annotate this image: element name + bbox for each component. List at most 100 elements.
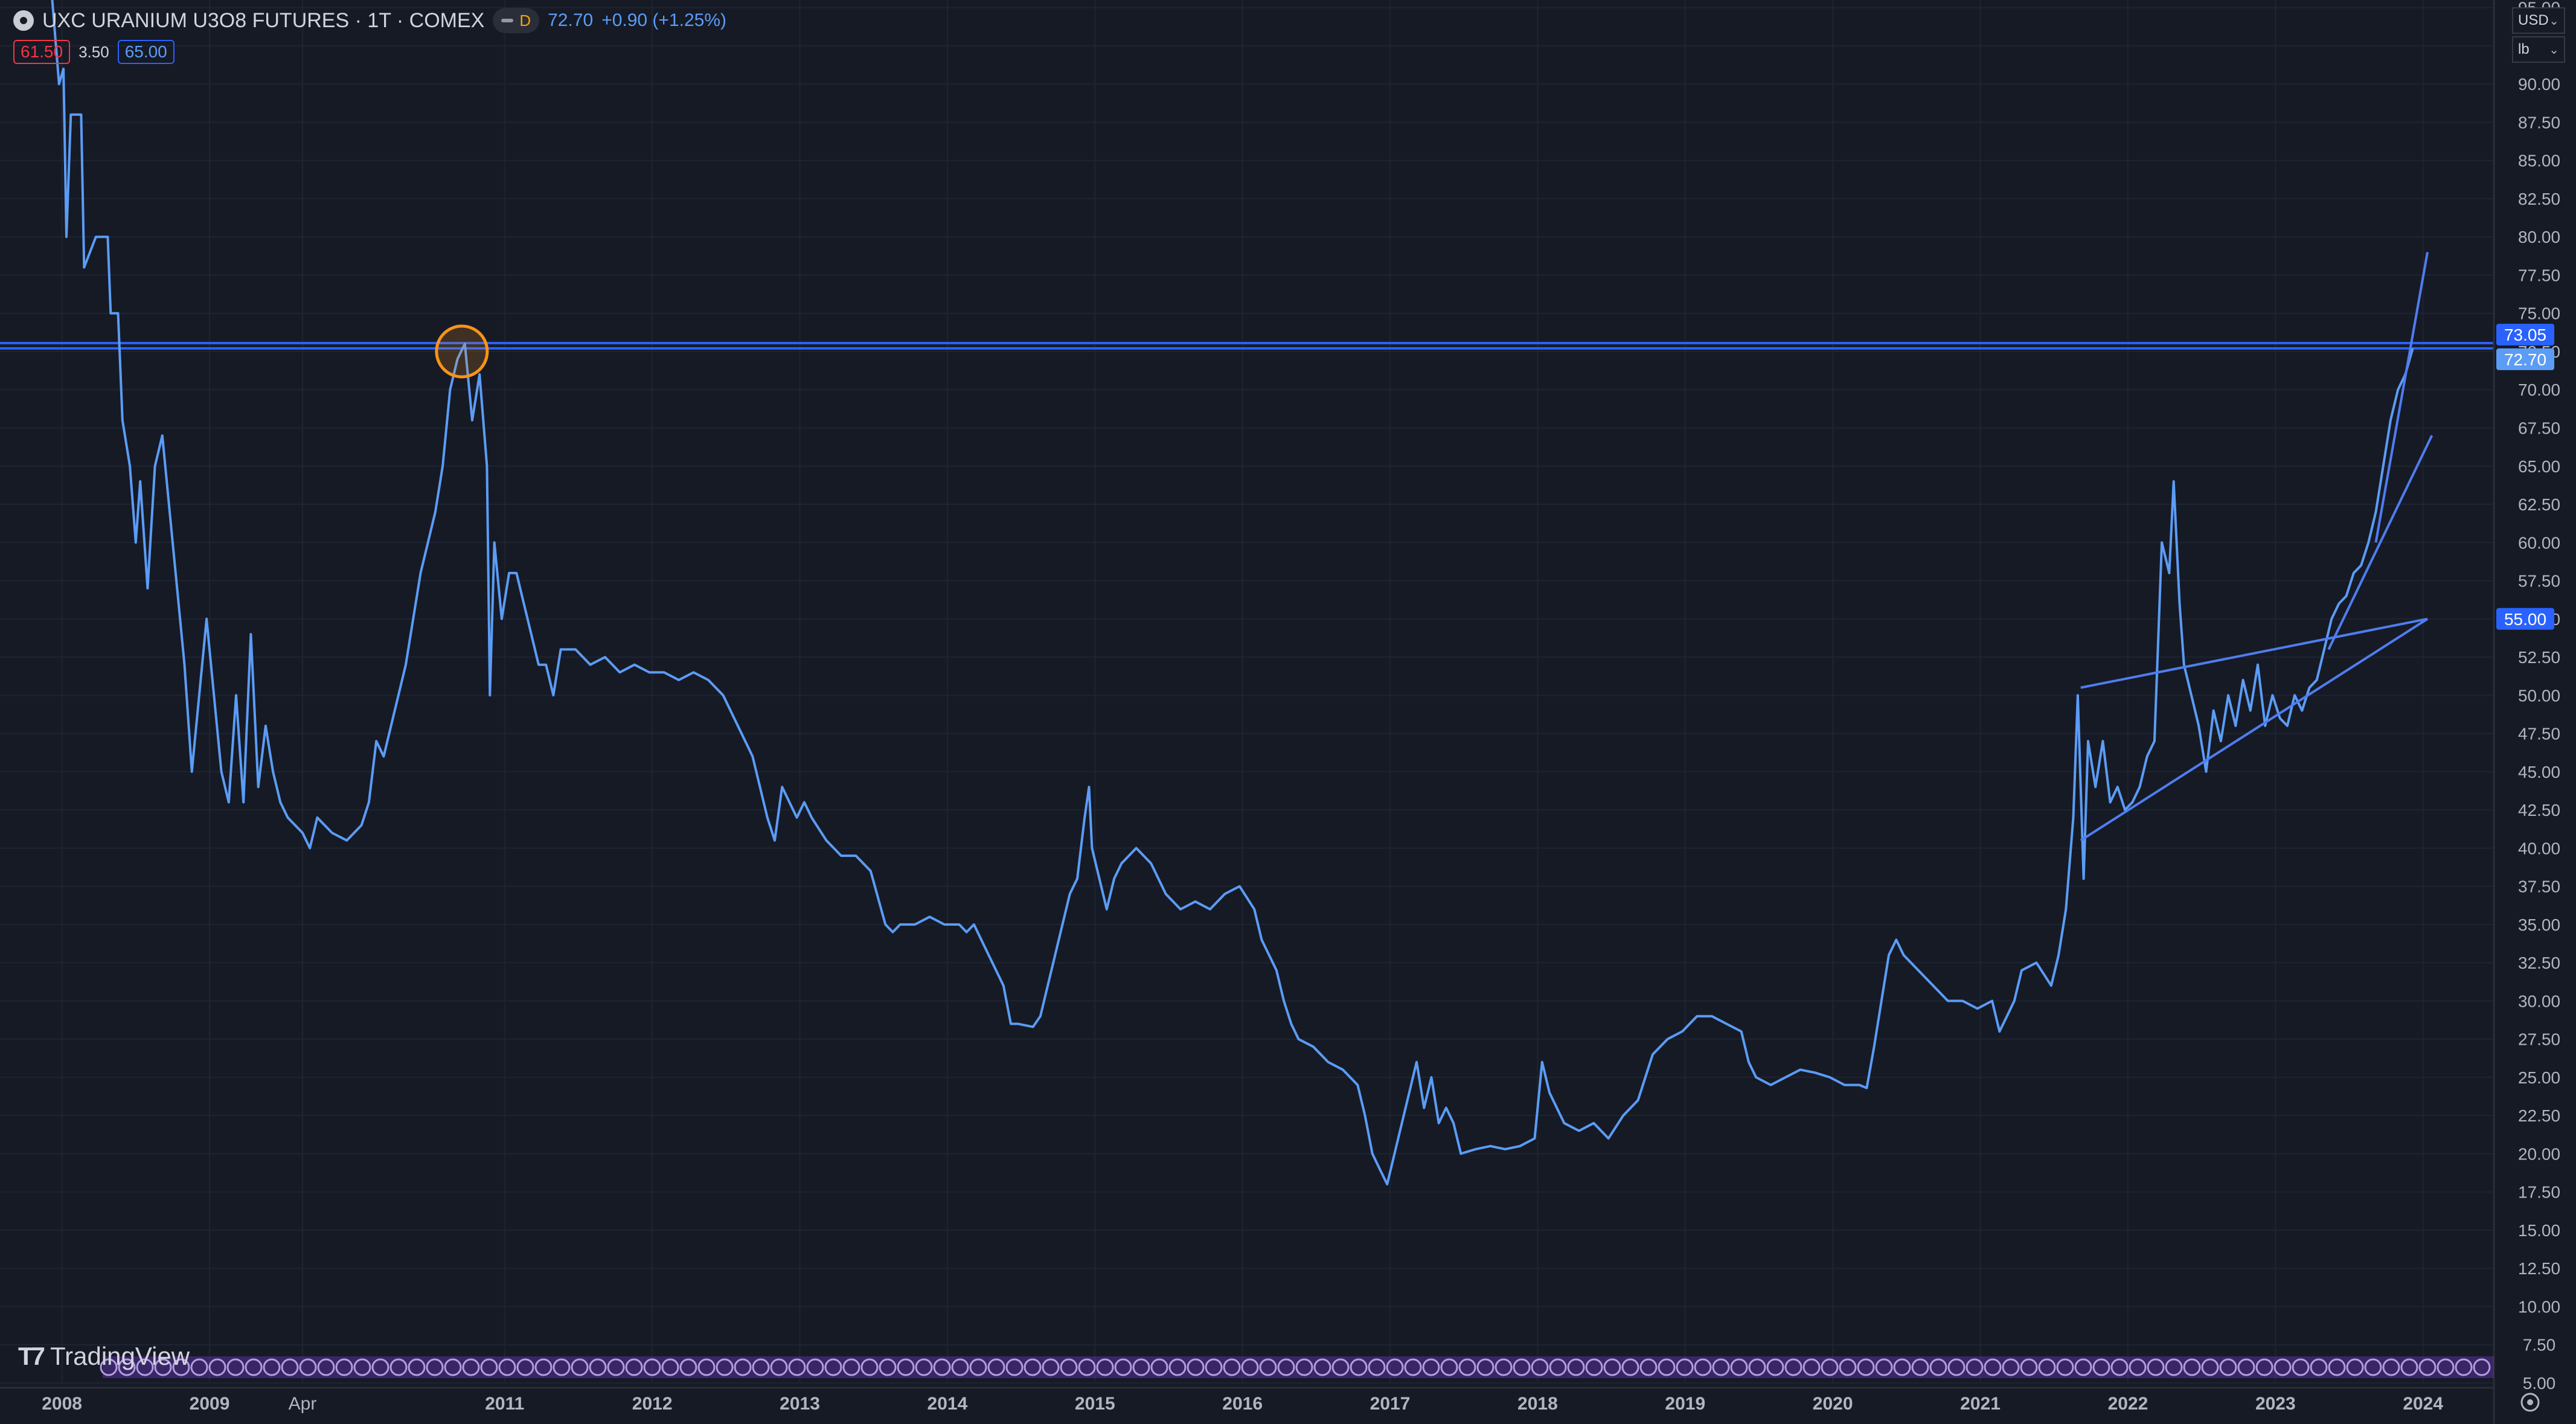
event-marker[interactable]	[1766, 1358, 1784, 1376]
event-marker[interactable]	[172, 1358, 190, 1376]
event-marker[interactable]	[2455, 1358, 2473, 1376]
event-marker[interactable]	[136, 1358, 154, 1376]
event-marker[interactable]	[2201, 1358, 2219, 1376]
event-marker[interactable]	[1712, 1358, 1730, 1376]
event-marker[interactable]	[915, 1358, 933, 1376]
event-marker[interactable]	[281, 1358, 299, 1376]
event-marker[interactable]	[190, 1358, 208, 1376]
event-marker[interactable]	[2020, 1358, 2038, 1376]
event-marker[interactable]	[2400, 1358, 2418, 1376]
event-marker[interactable]	[2310, 1358, 2328, 1376]
event-marker[interactable]	[2092, 1358, 2110, 1376]
event-marker[interactable]	[1277, 1358, 1295, 1376]
event-marker[interactable]	[426, 1358, 444, 1376]
event-marker[interactable]	[679, 1358, 697, 1376]
event-marker[interactable]	[1513, 1358, 1531, 1376]
event-marker[interactable]	[2473, 1358, 2491, 1376]
event-marker[interactable]	[806, 1358, 824, 1376]
event-marker[interactable]	[1911, 1358, 1929, 1376]
event-marker[interactable]	[389, 1358, 408, 1376]
event-marker[interactable]	[1893, 1358, 1911, 1376]
event-marker[interactable]	[2002, 1358, 2020, 1376]
event-marker[interactable]	[716, 1358, 734, 1376]
event-marker[interactable]	[1096, 1358, 1114, 1376]
event-marker[interactable]	[263, 1358, 281, 1376]
event-marker[interactable]	[2418, 1358, 2437, 1376]
event-marker[interactable]	[2273, 1358, 2292, 1376]
interval-badge-group[interactable]: D	[493, 8, 540, 33]
event-marker[interactable]	[2074, 1358, 2092, 1376]
event-marker[interactable]	[480, 1358, 498, 1376]
event-marker[interactable]	[2255, 1358, 2273, 1376]
event-marker[interactable]	[2292, 1358, 2310, 1376]
event-marker[interactable]	[879, 1358, 897, 1376]
event-marker[interactable]	[1802, 1358, 1821, 1376]
event-marker[interactable]	[1331, 1358, 1350, 1376]
event-marker[interactable]	[408, 1358, 426, 1376]
event-marker[interactable]	[1205, 1358, 1223, 1376]
event-marker[interactable]	[589, 1358, 607, 1376]
event-marker[interactable]	[1350, 1358, 1368, 1376]
event-marker[interactable]	[353, 1358, 371, 1376]
event-marker[interactable]	[607, 1358, 625, 1376]
event-marker[interactable]	[208, 1358, 226, 1376]
event-marker[interactable]	[516, 1358, 534, 1376]
event-marker[interactable]	[2346, 1358, 2364, 1376]
event-marker[interactable]	[1821, 1358, 1839, 1376]
event-marker[interactable]	[371, 1358, 389, 1376]
event-marker[interactable]	[1929, 1358, 1947, 1376]
event-marker[interactable]	[697, 1358, 716, 1376]
event-marker[interactable]	[842, 1358, 860, 1376]
event-marker[interactable]	[1060, 1358, 1078, 1376]
event-marker[interactable]	[1730, 1358, 1748, 1376]
event-marker[interactable]	[1947, 1358, 1966, 1376]
event-marker[interactable]	[1984, 1358, 2002, 1376]
event-marker[interactable]	[1676, 1358, 1694, 1376]
event-marker[interactable]	[1875, 1358, 1893, 1376]
event-marker[interactable]	[1857, 1358, 1875, 1376]
event-marker[interactable]	[1966, 1358, 1984, 1376]
event-marker[interactable]	[661, 1358, 679, 1376]
trendline[interactable]	[2374, 252, 2429, 543]
event-marker[interactable]	[1422, 1358, 1440, 1376]
event-marker[interactable]	[1187, 1358, 1205, 1376]
event-marker[interactable]	[462, 1358, 480, 1376]
event-marker[interactable]	[1223, 1358, 1241, 1376]
event-marker[interactable]	[335, 1358, 353, 1376]
price-series-line[interactable]	[51, 0, 2414, 1185]
event-marker[interactable]	[2147, 1358, 2165, 1376]
currency-select[interactable]: USD ⌄	[2512, 7, 2565, 34]
tradingview-logo[interactable]: T7 TradingView	[18, 1342, 190, 1371]
event-marker[interactable]	[1458, 1358, 1476, 1376]
event-marker[interactable]	[498, 1358, 516, 1376]
event-marker[interactable]	[1621, 1358, 1639, 1376]
settings-gear-icon[interactable]	[2520, 1393, 2540, 1412]
event-marker[interactable]	[1241, 1358, 1259, 1376]
event-marker[interactable]	[534, 1358, 553, 1376]
event-marker[interactable]	[788, 1358, 806, 1376]
event-marker[interactable]	[1585, 1358, 1603, 1376]
event-marker[interactable]	[245, 1358, 263, 1376]
event-marker[interactable]	[1567, 1358, 1585, 1376]
event-marker[interactable]	[1495, 1358, 1513, 1376]
event-marker[interactable]	[1168, 1358, 1187, 1376]
event-marker[interactable]	[2364, 1358, 2382, 1376]
event-marker[interactable]	[118, 1358, 136, 1376]
event-marker[interactable]	[860, 1358, 879, 1376]
event-marker[interactable]	[571, 1358, 589, 1376]
event-marker[interactable]	[1132, 1358, 1150, 1376]
event-marker[interactable]	[897, 1358, 915, 1376]
event-marker[interactable]	[1259, 1358, 1277, 1376]
event-marker[interactable]	[752, 1358, 770, 1376]
event-marker[interactable]	[2219, 1358, 2237, 1376]
event-marker[interactable]	[1784, 1358, 1802, 1376]
event-marker[interactable]	[951, 1358, 969, 1376]
event-marker[interactable]	[1386, 1358, 1404, 1376]
event-marker[interactable]	[1368, 1358, 1386, 1376]
unit-select[interactable]: lb ⌄	[2512, 36, 2565, 63]
event-marker[interactable]	[1150, 1358, 1168, 1376]
ask-price-box[interactable]: 65.00	[117, 40, 175, 64]
event-marker[interactable]	[2183, 1358, 2201, 1376]
